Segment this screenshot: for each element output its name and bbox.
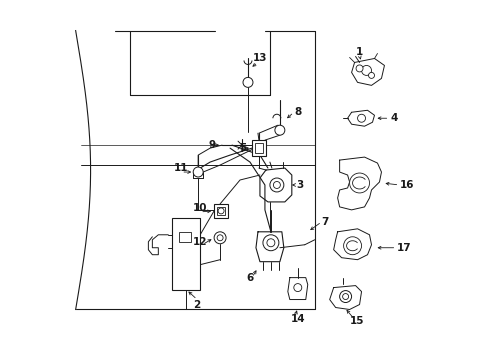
Text: 12: 12 [193, 237, 207, 247]
Circle shape [342, 293, 348, 300]
Text: 15: 15 [349, 316, 364, 327]
Bar [254, 143, 263, 153]
Circle shape [343, 237, 361, 255]
Text: 14: 14 [290, 314, 305, 324]
Circle shape [355, 65, 362, 72]
Bar [251, 140, 265, 156]
Circle shape [274, 125, 285, 135]
Circle shape [349, 173, 369, 193]
Text: 13: 13 [252, 54, 266, 63]
Bar [172, 218, 200, 289]
Text: 5: 5 [239, 143, 246, 153]
Text: 6: 6 [246, 273, 253, 283]
Text: 3: 3 [296, 180, 303, 190]
Circle shape [368, 72, 374, 78]
Text: 1: 1 [355, 48, 363, 58]
Circle shape [339, 291, 351, 302]
Circle shape [357, 114, 365, 122]
Bar [217, 207, 224, 215]
Circle shape [361, 66, 371, 75]
Circle shape [263, 235, 278, 251]
Text: 10: 10 [193, 203, 207, 213]
Text: 11: 11 [174, 163, 188, 173]
Bar [179, 232, 191, 242]
Text: 17: 17 [396, 243, 411, 253]
Circle shape [293, 284, 301, 292]
Circle shape [193, 167, 203, 177]
Text: 8: 8 [294, 107, 301, 117]
Text: 4: 4 [390, 113, 397, 123]
Circle shape [266, 239, 274, 247]
Text: 7: 7 [320, 217, 328, 227]
Circle shape [243, 77, 252, 87]
Circle shape [269, 178, 283, 192]
Text: 2: 2 [193, 300, 201, 310]
Circle shape [273, 181, 280, 189]
Text: 9: 9 [208, 140, 215, 150]
Text: 16: 16 [399, 180, 414, 190]
Circle shape [217, 235, 223, 241]
Circle shape [218, 208, 224, 214]
Circle shape [214, 232, 225, 244]
Bar [214, 204, 227, 218]
